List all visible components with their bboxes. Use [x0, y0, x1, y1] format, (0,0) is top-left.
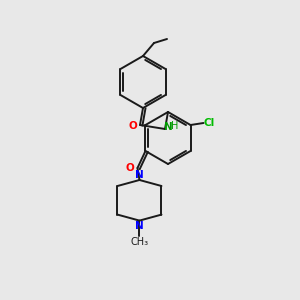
Text: H: H: [171, 121, 179, 131]
Text: CH₃: CH₃: [130, 237, 148, 247]
Text: O: O: [125, 163, 134, 173]
Text: N: N: [164, 122, 172, 132]
Text: Cl: Cl: [204, 118, 215, 128]
Text: N: N: [135, 170, 144, 180]
Text: N: N: [135, 220, 144, 231]
Text: O: O: [129, 121, 137, 131]
